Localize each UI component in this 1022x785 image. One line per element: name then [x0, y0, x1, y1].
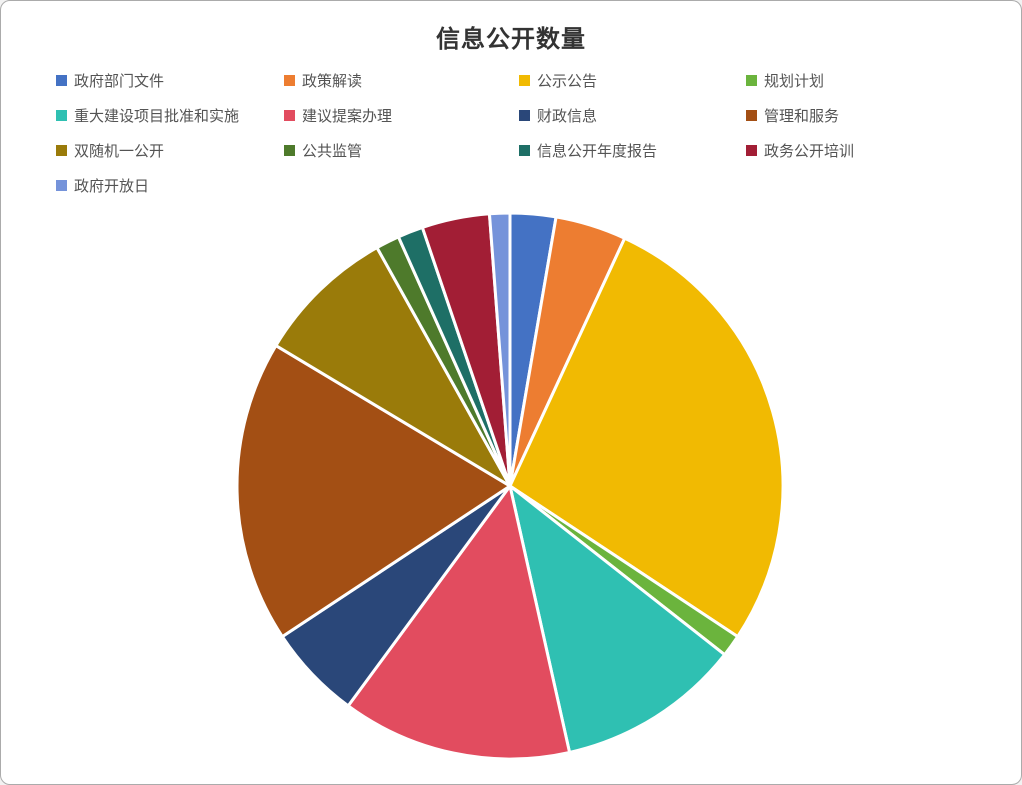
legend-item[interactable]: 公共监管	[284, 140, 519, 161]
legend-swatch-icon	[284, 145, 295, 156]
legend-swatch-icon	[56, 145, 67, 156]
legend-item-label: 财政信息	[537, 109, 598, 125]
legend-item-label: 信息公开年度报告	[537, 144, 658, 160]
pie-slice[interactable]	[487, 211, 512, 488]
legend-swatch-icon	[284, 110, 295, 121]
legend-item-label: 政府部门文件	[74, 74, 165, 90]
pie-slice[interactable]	[235, 344, 512, 639]
legend-item-label: 政府开放日	[74, 179, 150, 195]
legend-swatch-icon	[56, 110, 67, 121]
legend-swatch-icon	[519, 110, 530, 121]
legend-item[interactable]: 财政信息	[519, 105, 746, 126]
pie-chart	[235, 211, 785, 761]
legend-item[interactable]: 公示公告	[519, 70, 746, 91]
pie-slice[interactable]	[508, 484, 727, 754]
pie-slice[interactable]	[274, 246, 512, 488]
pie-slice[interactable]	[508, 236, 785, 639]
legend-item-label: 规划计划	[764, 74, 825, 90]
legend-item-label: 重大建设项目批准和实施	[74, 109, 240, 125]
legend-item-label: 公共监管	[302, 144, 363, 160]
legend-item-label: 政策解读	[302, 74, 363, 90]
legend-item[interactable]: 重大建设项目批准和实施	[56, 105, 284, 126]
pie-slice[interactable]	[346, 484, 572, 761]
legend-swatch-icon	[519, 75, 530, 86]
legend-item-label: 建议提案办理	[302, 109, 393, 125]
legend-item[interactable]: 信息公开年度报告	[519, 140, 746, 161]
legend-item[interactable]: 政务公开培训	[746, 140, 976, 161]
legend-swatch-icon	[746, 75, 757, 86]
legend-item-label: 双随机一公开	[74, 144, 165, 160]
legend-swatch-icon	[56, 75, 67, 86]
legend-swatch-icon	[746, 145, 757, 156]
legend-item[interactable]: 管理和服务	[746, 105, 976, 126]
legend-item[interactable]: 政府开放日	[56, 175, 284, 196]
legend-item[interactable]: 建议提案办理	[284, 105, 519, 126]
legend-item[interactable]: 政府部门文件	[56, 70, 284, 91]
legend-swatch-icon	[519, 145, 530, 156]
legend-item[interactable]: 双随机一公开	[56, 140, 284, 161]
legend-item-label: 公示公告	[537, 74, 598, 90]
legend-swatch-icon	[284, 75, 295, 86]
legend-swatch-icon	[746, 110, 757, 121]
legend-item[interactable]: 政策解读	[284, 70, 519, 91]
legend-item-label: 管理和服务	[764, 109, 840, 125]
legend-item[interactable]: 规划计划	[746, 70, 976, 91]
chart-legend: 政府部门文件 政策解读 公示公告 规划计划重大建设项目批准和实施 建议提案办理 财政信息 管…	[56, 63, 986, 203]
legend-swatch-icon	[56, 180, 67, 191]
legend-item-label: 政务公开培训	[764, 144, 855, 160]
chart-title: 信息公开数量	[436, 27, 586, 53]
